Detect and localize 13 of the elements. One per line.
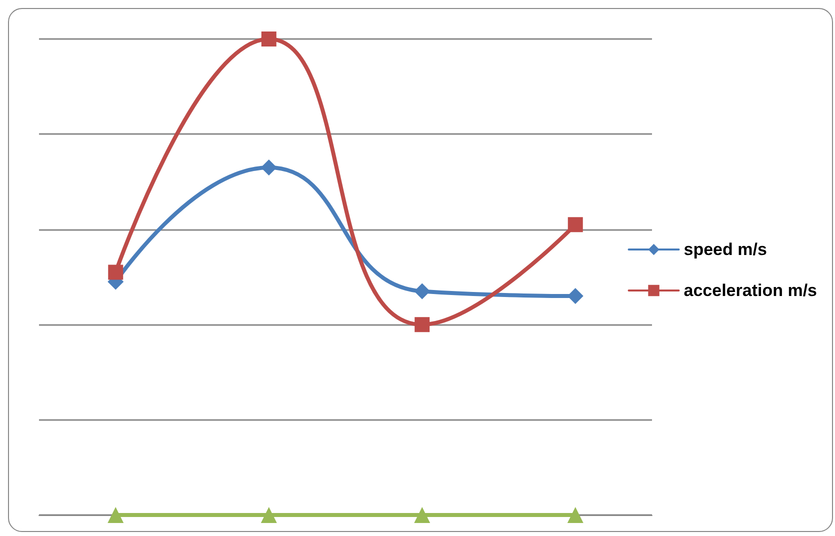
point	[567, 507, 584, 523]
legend-label: acceleration m/s	[684, 281, 818, 300]
point	[108, 264, 124, 280]
point	[260, 507, 277, 523]
point	[261, 32, 276, 46]
point	[414, 507, 430, 523]
point	[568, 217, 583, 232]
point	[567, 288, 584, 304]
point	[260, 160, 277, 176]
point	[414, 317, 430, 332]
point	[108, 507, 124, 523]
legend-label: speed m/s	[684, 240, 767, 259]
point	[414, 283, 430, 300]
